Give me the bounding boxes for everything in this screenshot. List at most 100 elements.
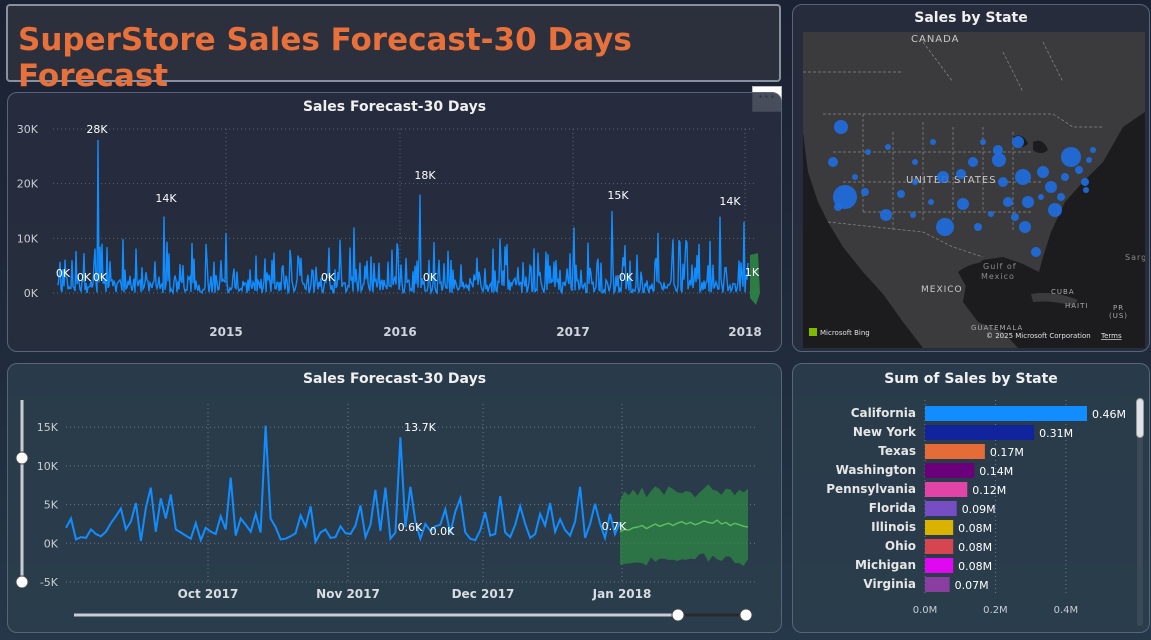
map-label-pr-us: (US) — [1109, 312, 1128, 320]
bar-chart-title: Sum of Sales by State — [884, 371, 1058, 387]
bar-category-label: Florida — [869, 501, 916, 515]
map-state-bubble — [1083, 187, 1089, 193]
top-data-label: 0K — [93, 271, 108, 284]
bing-logo-text: Microsoft Bing — [820, 329, 870, 337]
map-state-bubble — [1038, 194, 1044, 200]
bar-x-tick: 0.2M — [983, 605, 1008, 616]
map-label-mexico: MEXICO — [921, 285, 963, 295]
top-y-tick: 10K — [17, 232, 39, 245]
bar-chart-scrollbar[interactable] — [1136, 398, 1144, 626]
map-state-bubble — [1011, 213, 1019, 221]
top-x-tick: 2015 — [209, 325, 242, 339]
top-x-tick: 2016 — [383, 325, 416, 339]
map-state-bubble — [1045, 181, 1057, 193]
bottom-x-tick: Jan 2018 — [592, 587, 652, 601]
bottom-forecast-band — [620, 484, 748, 566]
map-lake — [1033, 140, 1048, 153]
bottom-forecast-chart[interactable]: Sales Forecast-30 Days 15K 10K 5K 0K -5K Oct … — [7, 363, 782, 633]
top-data-label: 28K — [86, 123, 108, 136]
bar-x-tick: 0.4M — [1054, 605, 1079, 616]
map-state-bubble — [956, 169, 966, 179]
map-state-bubble — [1086, 157, 1092, 163]
top-chart-title: Sales Forecast-30 Days — [302, 99, 487, 115]
horizontal-slider-handle-right[interactable] — [739, 608, 753, 622]
top-data-label: 1K — [745, 266, 760, 279]
bar-california — [925, 406, 1087, 421]
bar-pennsylvania — [925, 482, 968, 497]
sum-of-sales-by-state-panel[interactable]: Sum of Sales by State 0.0M 0.2M 0.4M Califo… — [792, 363, 1150, 633]
bar-category-label: Ohio — [885, 539, 916, 553]
top-forecast-chart[interactable]: Sales Forecast-30 Days 30K 20K 10K 0K 2015 20… — [7, 92, 782, 352]
bar-value-label: 0.14M — [979, 465, 1013, 478]
map-state-bubble — [1057, 193, 1065, 201]
bottom-data-label: 13.7K — [404, 421, 436, 434]
bottom-chart-title: Sales Forecast-30 Days — [302, 371, 487, 387]
bar-chart-scroll-thumb[interactable] — [1136, 398, 1144, 438]
map-state-bubble — [828, 157, 838, 167]
map-state-bubble — [980, 139, 986, 145]
map-label-haiti: HAITI — [1065, 302, 1088, 310]
bottom-data-label: 0.0K — [430, 525, 455, 538]
map-state-bubble — [880, 209, 892, 221]
bottom-y-tick: 0K — [44, 537, 59, 550]
bottom-y-tick: 10K — [37, 460, 59, 473]
map-state-bubble — [885, 144, 891, 150]
bar-category-label: Virginia — [863, 577, 916, 591]
bottom-data-label: 0.6K — [398, 521, 423, 534]
top-y-tick: 0K — [24, 287, 39, 300]
bar-value-label: 0.46M — [1092, 408, 1126, 421]
map-title: Sales by State — [914, 10, 1028, 26]
bottom-y-tick: 15K — [37, 421, 59, 434]
map-border — [1052, 113, 1103, 128]
top-chart-plot[interactable]: 30K 20K 10K 0K 2015 2016 2017 2018 28K 14K 18K 15K 1… — [8, 93, 783, 353]
map-state-bubble — [912, 159, 918, 165]
map-state-bubble — [1003, 197, 1013, 207]
horizontal-slider-handle-left[interactable] — [671, 608, 685, 622]
bottom-chart-plot[interactable]: 15K 10K 5K 0K -5K Oct 2017 Nov 2017 Dec 2017 Jan… — [8, 364, 783, 634]
bar-florida — [925, 501, 957, 516]
bar-category-label: New York — [853, 425, 917, 439]
map-state-bubble — [988, 211, 994, 217]
map-state-bubble — [992, 153, 1006, 167]
map-state-bubble — [998, 177, 1008, 187]
map-terms-link[interactable]: Terms — [1100, 332, 1122, 340]
map-border — [1042, 41, 1064, 83]
map-border — [827, 221, 984, 258]
bar-michigan — [925, 558, 954, 573]
map-label-sargasso: Sarg — [1125, 253, 1145, 262]
title-banner: SuperStore Sales Forecast-30 Days Foreca… — [6, 4, 781, 94]
map-state-bubble — [1061, 147, 1081, 167]
map-state-bubble — [937, 171, 949, 183]
bottom-y-tick: 5K — [44, 499, 59, 512]
sales-by-state-map-panel[interactable]: Sales by State CANADA UNITED STATES MEXICO… — [792, 4, 1150, 352]
bar-value-label: 0.08M — [958, 560, 992, 573]
bottom-forecast-series — [619, 519, 749, 533]
map-state-bubble — [957, 198, 969, 210]
map-state-bubble — [1037, 166, 1049, 178]
vertical-slider-handle-top[interactable] — [15, 451, 29, 465]
map-canvas[interactable]: CANADA UNITED STATES MEXICO Gulf of Mexico CU… — [803, 32, 1145, 348]
map-label-gulf: Gulf of — [983, 262, 1017, 271]
top-data-label: 18K — [414, 169, 436, 182]
map-label-guatemala: GUATEMALA — [971, 324, 1023, 332]
map-state-bubble — [834, 203, 842, 211]
top-forecast-band — [750, 253, 760, 305]
bottom-x-tick: Dec 2017 — [452, 587, 515, 601]
bottom-y-tick: -5K — [40, 576, 59, 589]
bar-chart-plot[interactable]: 0.0M 0.2M 0.4M California 0.46M New York 0.31M… — [793, 364, 1151, 634]
top-data-label: 14K — [155, 192, 177, 205]
bottom-x-tick: Oct 2017 — [178, 587, 239, 601]
bar-washington — [925, 463, 975, 478]
vertical-slider-handle-bottom[interactable] — [15, 575, 29, 589]
map-state-bubble — [861, 188, 869, 196]
bar-virginia — [925, 577, 950, 592]
bar-ohio — [925, 539, 954, 554]
bar-new-york — [925, 425, 1035, 440]
map-state-bubble — [936, 218, 954, 236]
top-data-label: 15K — [607, 189, 629, 202]
bar-category-label: Michigan — [855, 558, 916, 572]
bottom-actual-series — [65, 425, 621, 545]
map-state-bubble — [1019, 221, 1031, 233]
top-x-tick: 2018 — [728, 325, 761, 339]
